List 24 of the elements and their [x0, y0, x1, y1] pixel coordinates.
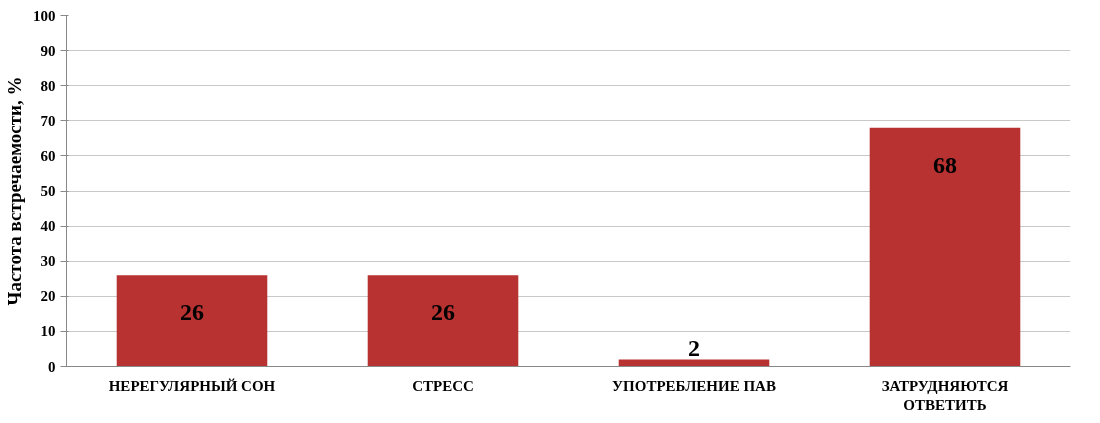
data-label: 2 [688, 335, 700, 362]
y-tick-label: 60 [40, 147, 56, 164]
y-tick-label: 70 [40, 112, 56, 129]
bar [869, 127, 1021, 367]
x-tick-label: СТРЕСС [412, 377, 474, 394]
data-label: 26 [180, 299, 204, 326]
bar [367, 275, 519, 367]
y-axis-title: Частота встречаемости, % [4, 76, 25, 306]
bar [618, 359, 770, 367]
y-tick-label: 80 [40, 77, 56, 94]
data-label: 68 [933, 151, 957, 178]
y-tick-label: 50 [40, 183, 56, 199]
y-tick-label: 30 [40, 253, 56, 270]
x-tick-label: НЕРЕГУЛЯРНЫЙ СОН [108, 377, 276, 394]
y-tick-label: 10 [40, 323, 56, 340]
data-label: 26 [431, 299, 455, 326]
y-tick-label: 20 [40, 288, 56, 305]
y-tick-label: 100 [33, 7, 56, 24]
x-tick-label: ЗАТРУДНЯЮТСЯ ОТВЕТИТЬ [881, 377, 1009, 413]
y-tick-label: 40 [40, 218, 56, 235]
y-tick-label: 0 [48, 358, 56, 375]
x-tick-label: УПОТРЕБЛЕНИЕ ПАВ [612, 377, 776, 394]
y-tick-label: 90 [40, 42, 56, 59]
bar [116, 275, 268, 367]
